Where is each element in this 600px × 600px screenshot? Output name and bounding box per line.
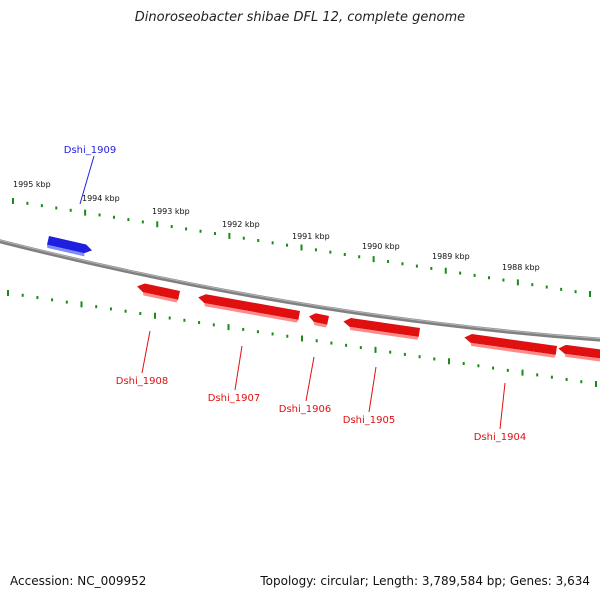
gene-leader-line	[141, 330, 151, 374]
gene-label[interactable]: Dshi_1904	[474, 432, 526, 443]
backbone-arc	[0, 239, 600, 342]
backbone-highlight	[0, 239, 600, 340]
scale-label: 1995 kbp	[13, 180, 51, 189]
genome-backbone	[0, 239, 600, 342]
scale-label: 1991 kbp	[292, 232, 330, 241]
gene-leader-line	[368, 366, 377, 413]
accession-text: Accession: NC_009952	[10, 574, 147, 588]
gene-block-dshi-1907	[198, 294, 301, 323]
gene-block-dshi-1906	[309, 313, 330, 328]
gene-label[interactable]: Dshi_1908	[116, 376, 168, 387]
gene-leader-line	[499, 382, 506, 430]
scale-label: 1990 kbp	[362, 242, 400, 251]
gene-leader-line	[79, 155, 95, 205]
gene-label[interactable]: Dshi_1906	[279, 404, 331, 415]
gene-label[interactable]: Dshi_1905	[343, 415, 395, 426]
genome-stats-text: Topology: circular; Length: 3,789,584 bp…	[260, 574, 590, 588]
gene-features	[47, 236, 600, 362]
scale-label: 1988 kbp	[502, 263, 540, 272]
outer-scale-ticks	[12, 198, 591, 297]
scale-label: 1989 kbp	[432, 252, 470, 261]
gene-label[interactable]: Dshi_1907	[208, 393, 260, 404]
gene-block-dshi-1909	[47, 236, 93, 257]
gene-leader-line	[234, 345, 243, 391]
inner-scale-ticks	[7, 290, 597, 387]
scale-label: 1993 kbp	[152, 207, 190, 216]
gene-leader-line	[305, 356, 315, 402]
genome-title: Dinoroseobacter shibae DFL 12, complete …	[134, 10, 466, 25]
gene-block-dshi-1908	[137, 283, 181, 303]
scale-label: 1992 kbp	[222, 220, 260, 229]
gene-block-partial	[558, 344, 600, 362]
scale-label: 1994 kbp	[82, 194, 120, 203]
scale-labels: 1995 kbp 1994 kbp 1993 kbp 1992 kbp 1991 kbp…	[13, 180, 540, 272]
gene-labels: Dshi_1909 Dshi_1908 Dshi_1907 Dshi_1906 Dshi…	[64, 145, 526, 443]
gene-block-dshi-1904	[464, 333, 558, 358]
gene-label[interactable]: Dshi_1909	[64, 145, 116, 156]
gene-block-dshi-1905	[343, 318, 420, 340]
